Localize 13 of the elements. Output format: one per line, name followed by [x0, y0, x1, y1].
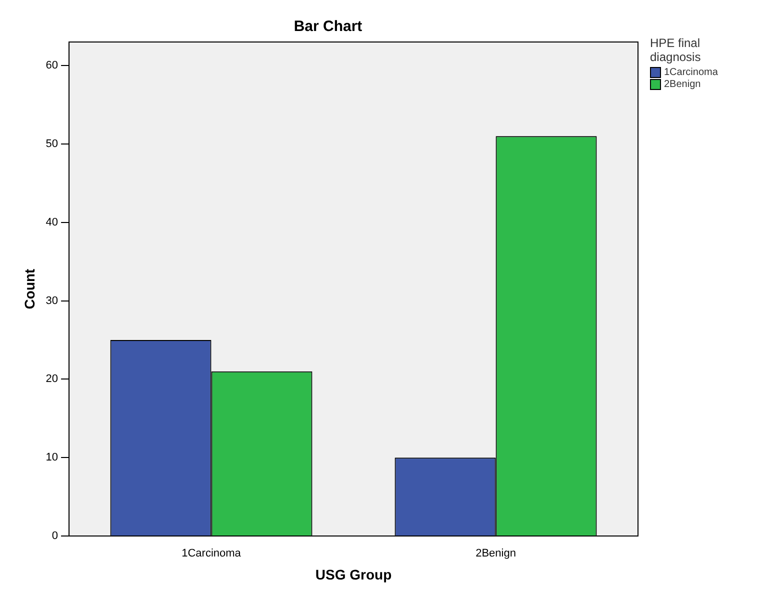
- y-tick-label: 0: [52, 530, 58, 542]
- y-tick-label: 10: [46, 452, 58, 464]
- legend-label: 2Benign: [664, 79, 701, 90]
- y-tick-label: 30: [46, 294, 58, 307]
- y-tick-label: 20: [46, 373, 58, 386]
- x-axis-title: USG Group: [315, 566, 392, 582]
- y-tick-label: 60: [46, 60, 58, 72]
- chart-title: Bar Chart: [294, 18, 362, 36]
- y-tick-label: 40: [46, 216, 58, 228]
- y-tick-label: 50: [46, 138, 58, 150]
- y-axis-title: Count: [21, 268, 38, 310]
- legend-label: 1Carcinoma: [664, 67, 718, 78]
- legend-title: HPE final diagnosis: [650, 36, 702, 64]
